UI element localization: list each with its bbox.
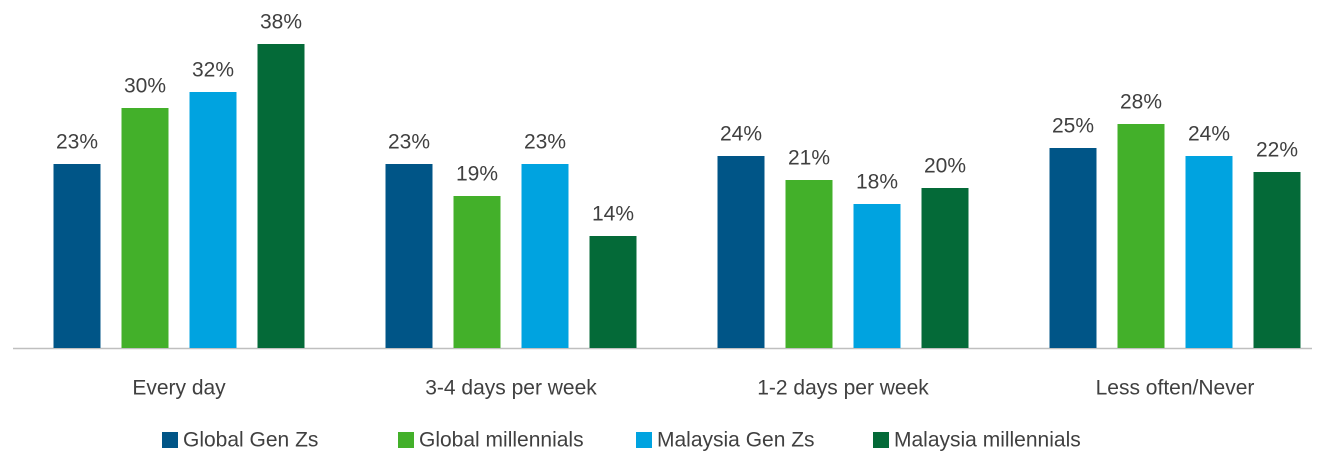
x-tick-label: Less often/Never	[1096, 377, 1255, 400]
bar	[189, 92, 237, 348]
data-label: 23%	[388, 131, 430, 154]
data-label: 25%	[1052, 115, 1094, 138]
data-label: 14%	[592, 203, 634, 226]
data-label: 21%	[788, 147, 830, 170]
data-label: 30%	[124, 75, 166, 98]
x-tick-label: 3-4 days per week	[425, 377, 597, 400]
legend-label: Global millennials	[419, 429, 584, 452]
legend-swatch	[873, 432, 889, 448]
bar	[53, 164, 101, 348]
bar	[385, 164, 433, 348]
data-label: 22%	[1256, 139, 1298, 162]
bar	[589, 236, 637, 348]
data-label: 18%	[856, 171, 898, 194]
bar	[921, 188, 969, 348]
data-label: 24%	[1188, 123, 1230, 146]
legend-label: Malaysia millennials	[894, 429, 1081, 452]
bar	[1253, 172, 1301, 348]
data-label: 20%	[924, 155, 966, 178]
bar	[521, 164, 569, 348]
data-label: 38%	[260, 11, 302, 34]
bar	[1185, 156, 1233, 348]
data-label: 28%	[1120, 91, 1162, 114]
legend-label: Global Gen Zs	[183, 429, 318, 452]
legend-label: Malaysia Gen Zs	[657, 429, 815, 452]
legend-swatch	[162, 432, 178, 448]
x-tick-label: 1-2 days per week	[757, 377, 929, 400]
data-label: 32%	[192, 59, 234, 82]
bar	[121, 108, 169, 348]
bar	[1117, 124, 1165, 348]
x-tick-label: Every day	[132, 377, 226, 400]
bar	[717, 156, 765, 348]
bar	[1049, 148, 1097, 348]
bar	[785, 180, 833, 348]
data-label: 23%	[524, 131, 566, 154]
bar	[853, 204, 901, 348]
legend-swatch	[636, 432, 652, 448]
legend-swatch	[398, 432, 414, 448]
bar	[257, 44, 305, 348]
data-label: 24%	[720, 123, 762, 146]
data-label: 23%	[56, 131, 98, 154]
data-label: 19%	[456, 163, 498, 186]
bar	[453, 196, 501, 348]
